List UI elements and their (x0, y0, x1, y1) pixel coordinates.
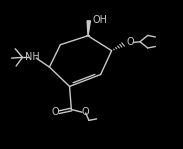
Text: O: O (82, 107, 89, 117)
Text: NH: NH (25, 52, 40, 62)
Text: OH: OH (93, 15, 108, 25)
Text: O: O (51, 107, 59, 117)
Text: O: O (126, 37, 134, 48)
Polygon shape (87, 21, 90, 36)
